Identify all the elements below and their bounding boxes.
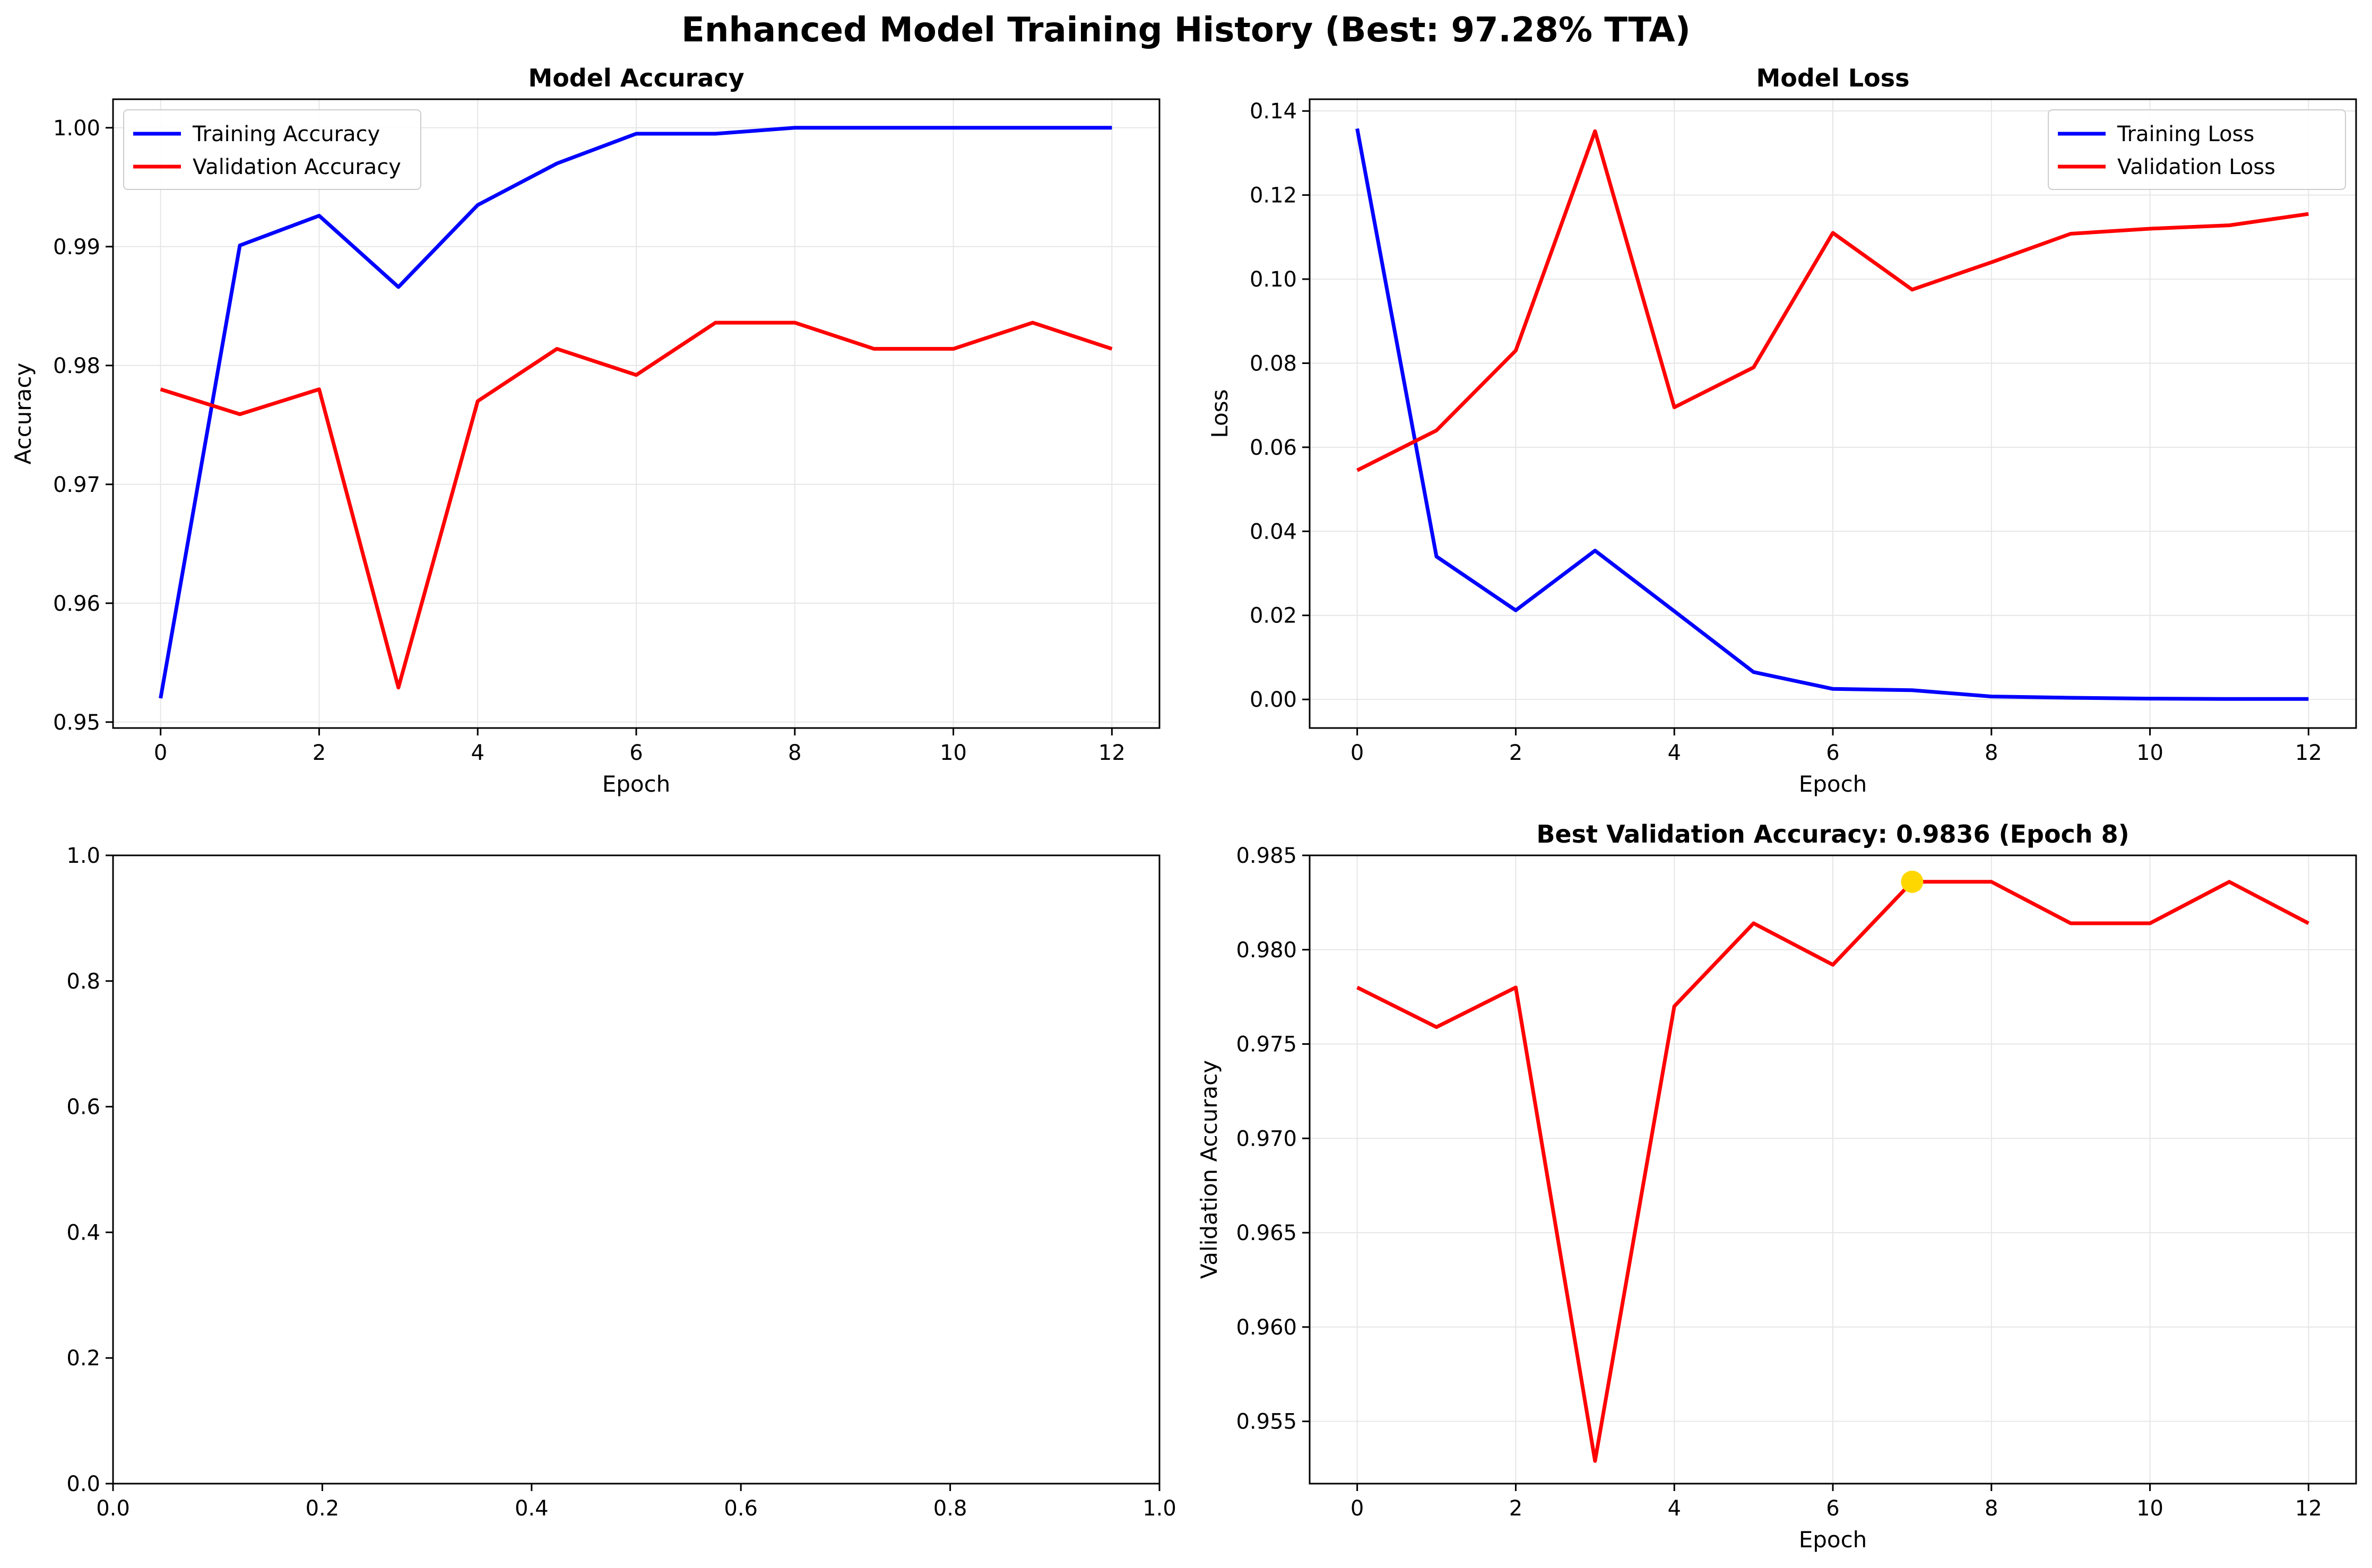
y-tick-label: 0.965 xyxy=(1236,1221,1297,1245)
y-tick-label: 0.08 xyxy=(1250,351,1297,376)
x-tick-label: 0.8 xyxy=(933,1496,967,1521)
y-tick-label: 0.04 xyxy=(1250,519,1297,544)
x-tick-label: 10 xyxy=(2136,741,2163,765)
y-tick-label: 0.95 xyxy=(53,711,100,735)
y-tick-label: 0.980 xyxy=(1236,938,1297,963)
series-line-validation-accuracy xyxy=(160,320,1113,690)
y-tick-label: 0.99 xyxy=(53,235,100,259)
chart-panel-2: 0 2 4 6 8 10 12 0.00 0.02 0.04 0.06 0.08 0.10 0.12 0.1… xyxy=(1207,64,2357,797)
chart-legend: Training Accuracy Validation Accuracy xyxy=(123,109,421,190)
y-tick-label: 0.96 xyxy=(53,592,100,616)
y-tick-label: 1.0 xyxy=(66,844,100,868)
legend-entry: Training Loss xyxy=(2117,122,2254,146)
y-tick-label: 0.0 xyxy=(66,1472,100,1496)
legend-box xyxy=(2048,109,2346,190)
x-tick-label: 6 xyxy=(1826,1496,1839,1521)
series-line-validation-loss xyxy=(1356,129,2309,472)
x-tick-label: 0.2 xyxy=(306,1496,340,1521)
x-tick-label: 12 xyxy=(2295,1496,2322,1521)
y-tick-label: 0.02 xyxy=(1250,604,1297,628)
y-tick-label: 0.98 xyxy=(53,354,100,378)
x-tick-label: 6 xyxy=(629,741,643,765)
legend-entry: Validation Loss xyxy=(2117,155,2275,179)
best-point-marker xyxy=(1901,870,1924,893)
x-axis-label: Epoch xyxy=(1799,1527,1867,1553)
chart-title: Best Validation Accuracy: 0.9836 (Epoch … xyxy=(1536,820,2129,848)
y-tick-label: 0.06 xyxy=(1250,436,1297,460)
y-tick-label: 0.00 xyxy=(1250,688,1297,712)
y-tick-label: 1.00 xyxy=(53,116,100,141)
y-tick-label: 0.14 xyxy=(1250,99,1297,124)
x-tick-label: 0.4 xyxy=(515,1496,549,1521)
x-axis-label: Epoch xyxy=(602,771,671,797)
x-tick-label: 12 xyxy=(1098,741,1126,765)
x-tick-label: 10 xyxy=(2136,1496,2163,1521)
series-line-training-accuracy xyxy=(159,126,1112,699)
x-tick-label: 2 xyxy=(1509,741,1522,765)
x-tick-label: 0 xyxy=(154,741,167,765)
chart-panel-4: 0 2 4 6 8 10 12 0.955 0.960 0.965 0.970 0.975 0.980 0… xyxy=(1196,820,2357,1553)
legend-entry: Validation Accuracy xyxy=(193,155,401,179)
legend-entry: Training Accuracy xyxy=(192,122,380,146)
y-axis-label: Loss xyxy=(1207,389,1233,438)
x-tick-label: 6 xyxy=(1826,741,1839,765)
y-axis-label: Accuracy xyxy=(10,363,36,465)
y-tick-label: 0.8 xyxy=(66,969,100,994)
chart-panel-3: 0.0 0.2 0.4 0.6 0.8 1.0 0.0 0.2 0.4 0.6 0.8 1.0 xyxy=(66,844,1176,1521)
figure-suptitle: Enhanced Model Training History (Best: 9… xyxy=(681,11,1691,50)
y-axis-label: Validation Accuracy xyxy=(1196,1060,1222,1279)
x-tick-label: 2 xyxy=(1509,1496,1522,1521)
legend-box xyxy=(123,109,421,190)
y-tick-label: 0.10 xyxy=(1250,267,1297,292)
series-line-training-loss xyxy=(1355,128,2309,701)
x-tick-label: 0.6 xyxy=(724,1496,758,1521)
y-tick-label: 0.975 xyxy=(1236,1033,1297,1057)
y-tick-label: 0.97 xyxy=(53,473,100,497)
chart-legend: Training Loss Validation Loss xyxy=(2048,109,2346,190)
x-tick-label: 4 xyxy=(1667,741,1681,765)
series-line-validation-accuracy xyxy=(1356,880,2310,1463)
axes-frame xyxy=(112,854,1161,1485)
y-tick-label: 0.955 xyxy=(1236,1410,1297,1434)
x-tick-label: 2 xyxy=(313,741,326,765)
y-tick-label: 0.985 xyxy=(1236,844,1297,868)
chart-title: Model Accuracy xyxy=(528,64,744,92)
x-tick-label: 1.0 xyxy=(1142,1496,1176,1521)
y-tick-label: 0.4 xyxy=(66,1220,100,1245)
y-tick-label: 0.970 xyxy=(1236,1127,1297,1151)
x-tick-label: 8 xyxy=(1985,1496,1998,1521)
chart-panel-1: 0 2 4 6 8 10 12 0.95 0.96 0.97 0.98 0.99 1.00 Model A… xyxy=(10,64,1161,797)
x-tick-label: 4 xyxy=(1667,1496,1681,1521)
x-tick-label: 8 xyxy=(1985,741,1998,765)
y-tick-label: 0.2 xyxy=(66,1346,100,1371)
x-tick-label: 12 xyxy=(2295,741,2322,765)
x-tick-label: 0 xyxy=(1351,1496,1364,1521)
x-tick-label: 10 xyxy=(940,741,967,765)
x-axis-label: Epoch xyxy=(1799,771,1867,797)
y-tick-label: 0.6 xyxy=(66,1095,100,1120)
x-tick-label: 0.0 xyxy=(96,1496,130,1521)
x-tick-label: 4 xyxy=(471,741,484,765)
y-tick-label: 0.12 xyxy=(1250,184,1297,208)
chart-title: Model Loss xyxy=(1756,64,1910,92)
x-tick-label: 0 xyxy=(1351,741,1364,765)
y-tick-label: 0.960 xyxy=(1236,1315,1297,1340)
x-tick-label: 8 xyxy=(788,741,801,765)
